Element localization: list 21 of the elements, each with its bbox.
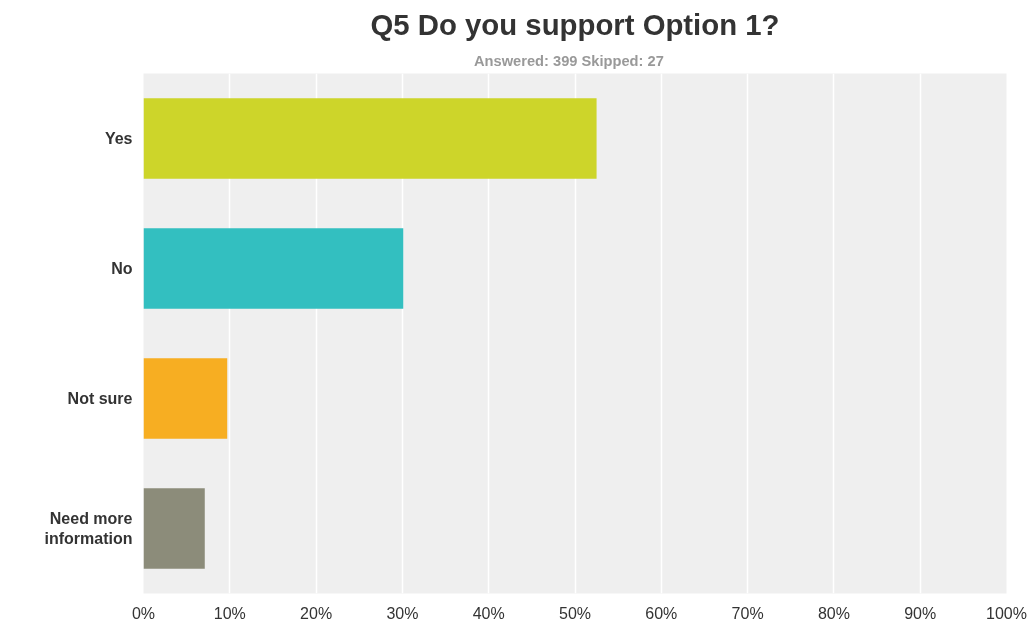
x-tick-label: 0% (131, 604, 156, 622)
x-tick-label: 80% (817, 604, 850, 622)
bar (143, 358, 228, 439)
y-tick-label: Yes (104, 130, 133, 147)
x-tick-label: 100% (986, 604, 1027, 622)
y-tick-label: Not sure (67, 390, 133, 407)
x-tick-label: 70% (731, 604, 764, 622)
x-tick-label: 40% (472, 604, 505, 622)
x-tick-label: 10% (213, 604, 246, 622)
y-tick-label: No (111, 260, 133, 277)
bar (143, 98, 597, 179)
x-tick-label: 90% (904, 604, 937, 622)
y-tick-label: Need more information (44, 509, 133, 548)
chart-subtitle: Answered: 399 Skipped: 27 (474, 52, 664, 69)
x-tick-label: 60% (645, 604, 678, 622)
chart-title: Q5 Do you support Option 1? (370, 7, 780, 41)
x-tick-label: 50% (558, 604, 592, 622)
bar (143, 488, 205, 569)
x-tick-label: 30% (386, 604, 419, 622)
x-tick-label: 20% (300, 604, 333, 622)
bar (143, 228, 404, 309)
